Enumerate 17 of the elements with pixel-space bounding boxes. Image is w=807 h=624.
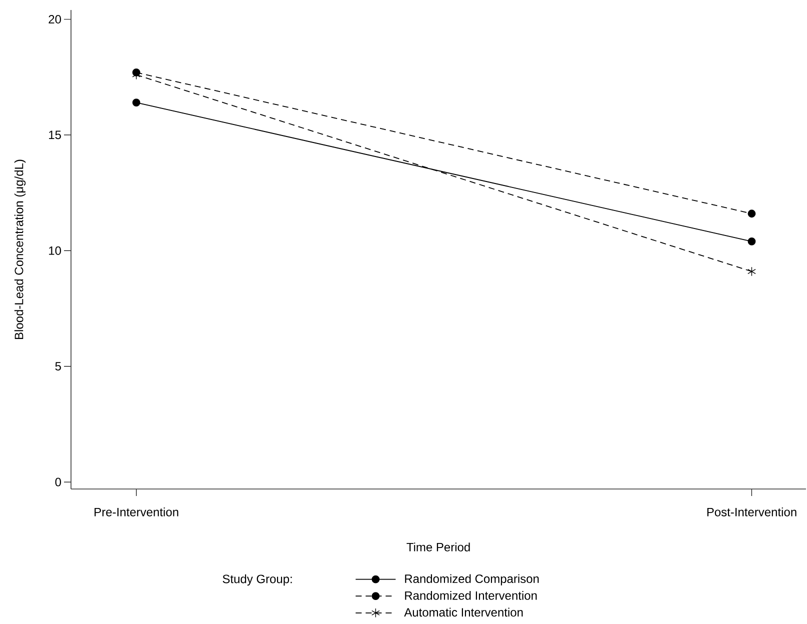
y-tick-label: 5 (55, 362, 61, 371)
point (132, 98, 140, 107)
point (748, 210, 756, 218)
y-tick-label: 0 (55, 478, 62, 486)
point (748, 266, 756, 276)
legend-title: Study Group: (222, 574, 292, 586)
y-axis-title: Blood-Lead Concentration (μg/dL) (14, 160, 26, 340)
legend-label: Randomized Intervention (405, 591, 537, 600)
y-tick-label: 10 (49, 246, 62, 255)
y-tick-label: 20 (48, 15, 62, 24)
x-axis-title: Time Period (406, 542, 470, 552)
x-tick-label: Post-Intervention (707, 508, 796, 516)
x-tick-label: Pre-Intervention (94, 508, 178, 516)
legend-label: Randomized Comparison (405, 574, 539, 586)
y-tick-label: 15 (49, 130, 61, 140)
point (748, 237, 756, 246)
legend-label: Automatic Intervention (404, 608, 523, 617)
